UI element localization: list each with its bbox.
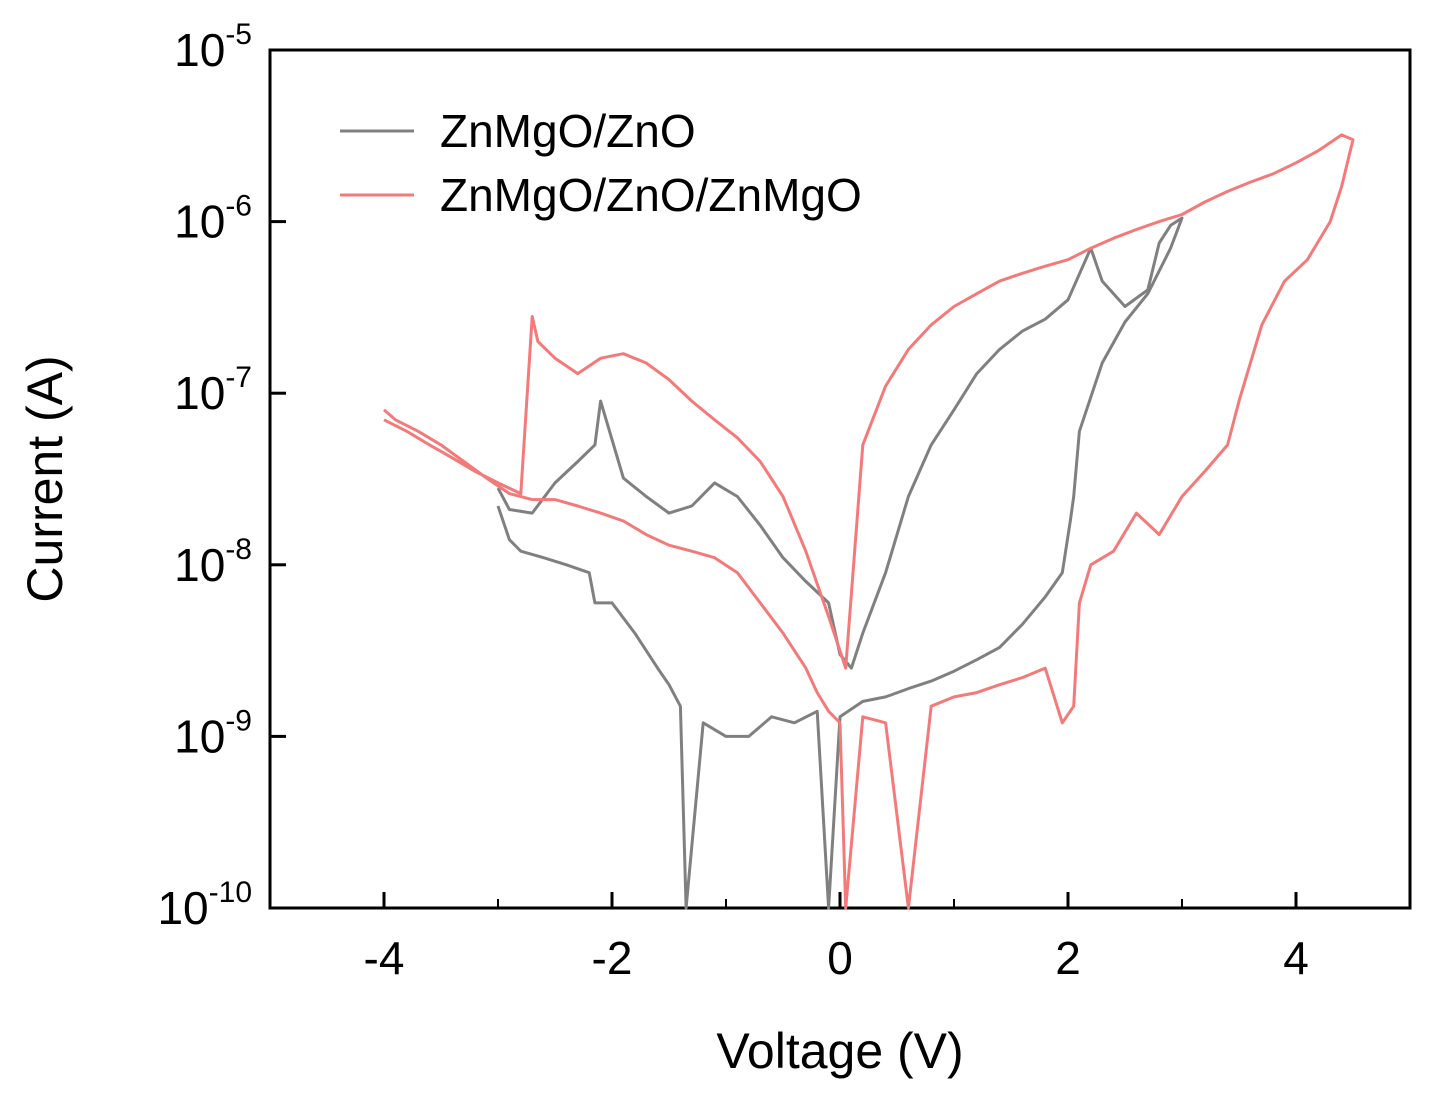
x-tick-label: -2	[592, 932, 633, 984]
y-tick-label: 10-9	[174, 704, 252, 762]
y-tick-label: 10-7	[174, 361, 252, 419]
series-line-1	[496, 216, 1184, 910]
x-tick-label: 0	[827, 932, 853, 984]
y-tick-label: 10-10	[157, 876, 252, 934]
axis-layer: -4 -2 0 2 4 10-10 10-9 10-8 10-7 10-6 10-5	[157, 18, 1411, 984]
x-tick-label: -4	[364, 932, 405, 984]
legend-label-2: ZnMgO/ZnO/ZnMgO	[440, 169, 862, 221]
y-tick-label: 10-6	[174, 190, 252, 248]
series-line-2	[383, 133, 1355, 910]
y-tick-label: 10-8	[174, 533, 252, 591]
x-axis-title: Voltage (V)	[716, 1023, 963, 1079]
legend-label-1: ZnMgO/ZnO	[440, 105, 696, 157]
x-tick-label: 2	[1055, 932, 1081, 984]
legend: ZnMgO/ZnO ZnMgO/ZnO/ZnMgO	[340, 105, 862, 221]
x-tick-label: 4	[1283, 932, 1309, 984]
y-tick-label: 10-5	[174, 18, 252, 76]
y-axis-title: Current (A)	[17, 355, 73, 602]
series-layer	[383, 133, 1355, 910]
